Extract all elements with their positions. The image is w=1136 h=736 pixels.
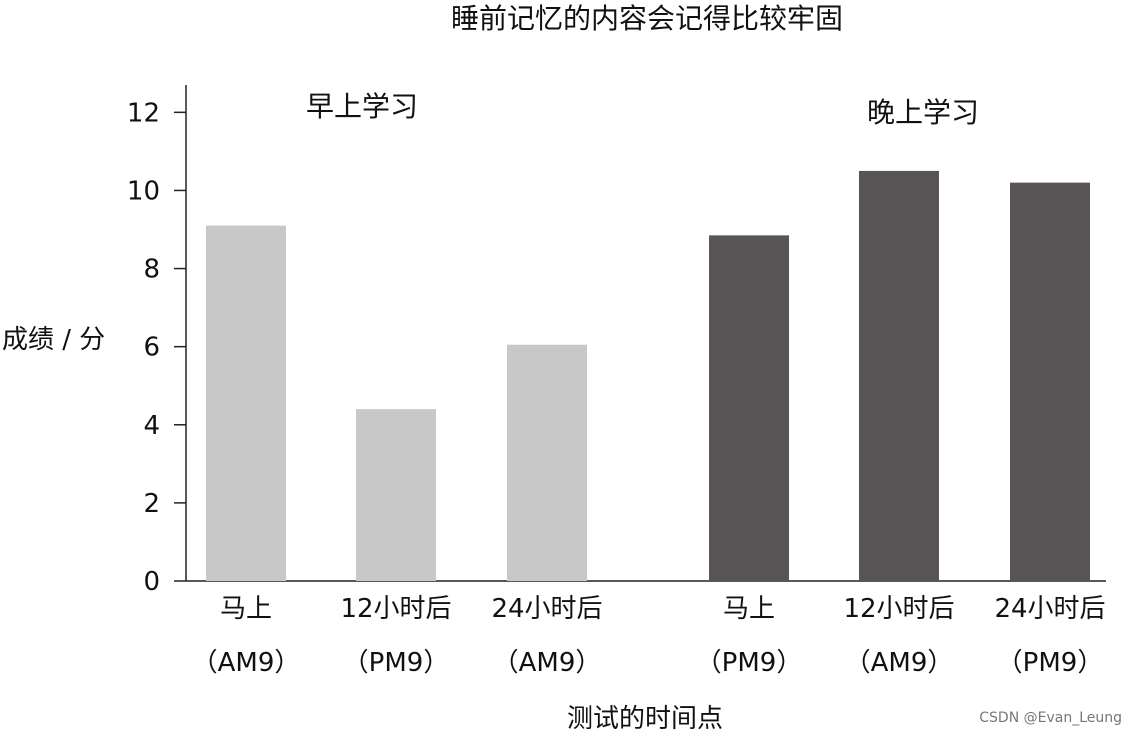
- x-time-label: （PM9）: [343, 648, 450, 678]
- x-time-label: （PM9）: [997, 648, 1104, 678]
- chart-title: 睡前记忆的内容会记得比较牢固: [451, 2, 843, 35]
- watermark: CSDN @Evan_Leung: [979, 710, 1122, 726]
- x-axis-label: 测试的时间点: [567, 704, 723, 734]
- y-tick-label: 4: [143, 411, 160, 441]
- y-tick-label: 12: [127, 98, 160, 128]
- x-category-label: 12小时后: [843, 594, 954, 624]
- y-tick-label: 8: [143, 255, 160, 285]
- x-category-label: 马上: [220, 594, 272, 624]
- bar: [709, 235, 789, 582]
- y-tick-label: 10: [127, 176, 160, 206]
- group-label: 早上学习: [306, 90, 418, 123]
- group-label: 晚上学习: [867, 96, 979, 129]
- x-time-label: （PM9）: [696, 648, 803, 678]
- x-category-label: 12小时后: [340, 594, 451, 624]
- bar: [507, 344, 587, 581]
- bars: [206, 170, 1090, 582]
- bar: [859, 170, 939, 581]
- bar: [356, 409, 436, 581]
- y-tick-label: 0: [143, 567, 160, 597]
- x-time-label: （AM9）: [192, 648, 301, 678]
- y-axis-label: 成绩 / 分: [2, 325, 105, 355]
- x-category-label: 24小时后: [994, 594, 1105, 624]
- bar: [1010, 182, 1090, 581]
- y-tick-label: 6: [143, 333, 160, 363]
- x-category-label: 马上: [723, 594, 775, 624]
- y-tick-label: 2: [143, 489, 160, 519]
- x-time-label: （AM9）: [493, 648, 602, 678]
- x-category-label: 24小时后: [491, 594, 602, 624]
- x-time-label: （AM9）: [845, 648, 954, 678]
- y-ticks: 0 2 4 6 8 10 12: [127, 98, 186, 597]
- bar: [206, 225, 286, 581]
